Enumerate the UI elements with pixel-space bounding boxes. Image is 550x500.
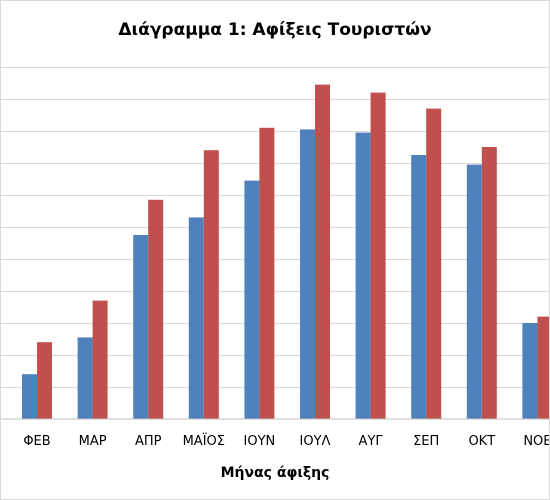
x-tick-label: ΝΟΕ (523, 434, 549, 449)
x-tick-label: ΑΠΡ (135, 434, 162, 449)
bar-series-1-8 (466, 164, 482, 419)
bar-series-2-4 (259, 127, 275, 420)
bar-series-1-7 (411, 155, 427, 419)
chart-title: Διάγραμμα 1: Αφίξεις Τουριστών (118, 20, 431, 40)
x-tick-label: ΙΟΥΛ (300, 434, 331, 449)
x-tick-label: ΜΑΡ (79, 434, 107, 449)
bar-series-1-5 (300, 129, 315, 419)
x-tick-label: ΜΑΪΟΣ (183, 433, 225, 449)
bar-series-2-8 (481, 147, 497, 419)
bar-series-2-7 (426, 108, 442, 419)
bar-series-2-6 (370, 92, 386, 419)
bar-series-2-1 (92, 300, 108, 419)
bar-series-1-3 (188, 217, 204, 419)
bar-series-2-3 (203, 150, 219, 419)
bar-series-2-2 (148, 199, 164, 419)
bars (22, 84, 549, 420)
x-tick-label: ΦΕΒ (23, 434, 50, 449)
bar-series-2-0 (37, 342, 52, 419)
x-tick-label: ΟΚΤ (468, 434, 495, 449)
bar-series-1-1 (77, 337, 93, 419)
bar-series-1-2 (133, 235, 149, 419)
bar-series-2-9 (537, 316, 549, 419)
bar-series-1-0 (22, 374, 37, 419)
bar-series-1-4 (244, 180, 260, 419)
bar-series-1-9 (522, 323, 538, 419)
x-tick-label: ΣΕΠ (413, 434, 439, 449)
x-tick-label: ΑΥΓ (359, 434, 384, 449)
x-tick-label: ΙΟΥΝ (244, 434, 276, 449)
bar-series-1-6 (355, 132, 371, 419)
x-tick-labels: ΦΕΒ ΜΑΡ ΑΠΡ ΜΑΪΟΣ ΙΟΥΝ ΙΟΥΛ ΑΥΓ ΣΕΠ ΟΚΤ ΝΟΕ (23, 433, 549, 449)
bar-series-2-5 (315, 84, 330, 419)
x-axis-title: Μήνας άφιξης (221, 465, 330, 481)
